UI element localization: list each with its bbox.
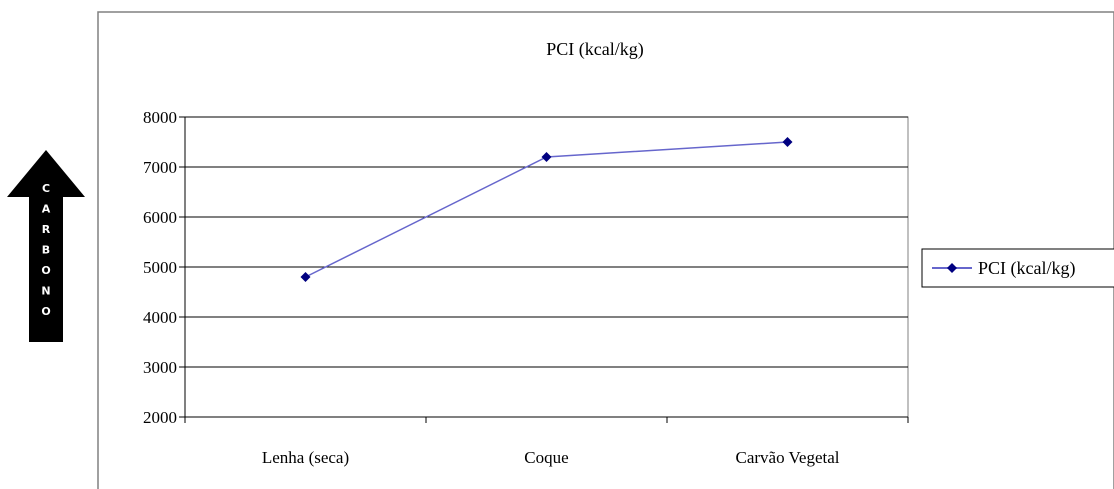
- plot-area: 2000 3000 4000 5000 6000 7000 8000 Lenha (seca…: [143, 108, 909, 467]
- data-point-marker[interactable]: [782, 137, 793, 147]
- y-tick-label: 3000: [143, 358, 177, 377]
- legend[interactable]: PCI (kcal/kg): [921, 248, 1114, 288]
- chart-title: PCI (kcal/kg): [546, 39, 643, 60]
- carbono-arrow-letter: O: [41, 264, 50, 277]
- y-tick-label: 7000: [143, 158, 177, 177]
- gridlines: [185, 116, 908, 368]
- x-axis-tick-labels: Lenha (seca) Coque Carvão Vegetal: [262, 448, 840, 467]
- carbono-arrow-letter: A: [42, 203, 51, 216]
- carbono-arrow-letter: C: [42, 182, 50, 195]
- y-tick-label: 6000: [143, 208, 177, 227]
- y-axis-tick-labels: 2000 3000 4000 5000 6000 7000 8000: [143, 108, 177, 427]
- x-tick-label: Coque: [524, 448, 568, 467]
- y-tick-label: 5000: [143, 258, 177, 277]
- y-tick-label: 2000: [143, 408, 177, 427]
- data-point-marker[interactable]: [300, 272, 311, 282]
- data-point-marker[interactable]: [541, 152, 552, 162]
- carbono-arrow-letter: O: [41, 305, 50, 318]
- axes: [179, 116, 909, 423]
- legend-series-label: PCI (kcal/kg): [978, 258, 1075, 279]
- x-tick-label: Lenha (seca): [262, 448, 349, 467]
- y-tick-label: 4000: [143, 308, 177, 327]
- series-group: [300, 137, 793, 282]
- legend-series-marker: [947, 263, 957, 273]
- carbono-arrow-shape: [7, 150, 85, 342]
- carbono-arrow-letter: N: [41, 285, 50, 298]
- x-tick-label: Carvão Vegetal: [735, 448, 839, 467]
- carbono-arrow-letter: B: [42, 244, 50, 257]
- carbono-arrow-letter: R: [42, 223, 51, 236]
- y-tick-label: 8000: [143, 108, 177, 127]
